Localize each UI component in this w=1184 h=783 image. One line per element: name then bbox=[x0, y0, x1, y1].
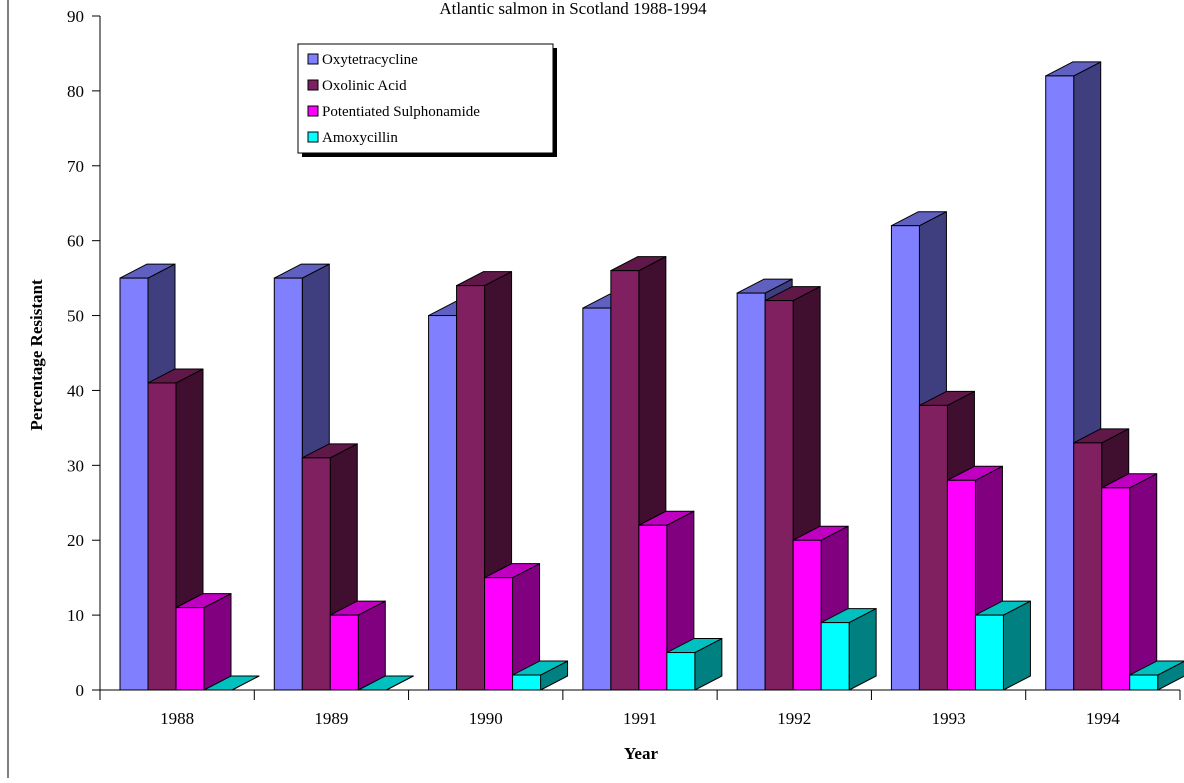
y-axis: 0 10 20 30 40 50 60 70 80 90 bbox=[67, 7, 101, 700]
bar-front-face bbox=[512, 674, 542, 691]
x-tick-label: 1990 bbox=[469, 709, 503, 728]
legend-label: Oxytetracycline bbox=[322, 52, 418, 68]
bar-front-face bbox=[175, 607, 205, 691]
legend-swatch bbox=[307, 79, 319, 91]
bar-1992-2 bbox=[792, 525, 849, 691]
x-axis-title: Year bbox=[624, 744, 658, 763]
y-tick-label: 90 bbox=[67, 7, 84, 26]
legend-swatch bbox=[307, 105, 319, 117]
bar-top-face bbox=[203, 675, 260, 691]
bar-1994-2 bbox=[1101, 473, 1158, 691]
bar-front-face bbox=[456, 285, 486, 691]
y-tick-label: 50 bbox=[67, 307, 84, 326]
bar-front-face bbox=[1101, 487, 1131, 691]
bar-front-face bbox=[736, 292, 766, 691]
bar-1994-3 bbox=[1129, 660, 1184, 691]
legend-label: Oxolinic Acid bbox=[322, 78, 407, 94]
y-tick-label: 80 bbox=[67, 82, 84, 101]
bar-front-face bbox=[610, 270, 640, 691]
bar-1991-3 bbox=[666, 638, 723, 691]
bar-front-face bbox=[582, 307, 612, 691]
y-tick-label: 70 bbox=[67, 157, 84, 176]
bar-1993-3 bbox=[974, 600, 1031, 691]
x-tick-label: 1994 bbox=[1086, 709, 1121, 728]
legend-swatch bbox=[307, 131, 319, 143]
bar-front-face bbox=[484, 577, 514, 691]
legend-label: Potentiated Sulphonamide bbox=[322, 104, 480, 120]
x-tick-label: 1993 bbox=[932, 709, 966, 728]
x-tick-label: 1988 bbox=[160, 709, 194, 728]
bar-1989-3 bbox=[357, 675, 414, 691]
bar-front-face bbox=[1045, 75, 1075, 691]
bar-front-face bbox=[428, 315, 458, 691]
bar-front-face bbox=[147, 382, 177, 691]
bar-front-face bbox=[764, 300, 794, 691]
bar-front-face bbox=[918, 404, 948, 691]
y-axis-title: Percentage Resistant bbox=[27, 279, 46, 431]
bar-1988-3 bbox=[203, 675, 260, 691]
y-tick-label: 0 bbox=[76, 681, 85, 700]
bar-side-face bbox=[357, 600, 386, 691]
bar-front-face bbox=[792, 539, 822, 691]
x-tick-label: 1989 bbox=[314, 709, 348, 728]
y-tick-label: 60 bbox=[67, 232, 84, 251]
x-tick-label: 1992 bbox=[777, 709, 811, 728]
bar-front-face bbox=[273, 277, 303, 691]
legend: Oxytetracycline Oxolinic Acid Potentiated … bbox=[297, 43, 557, 157]
bar-front-face bbox=[946, 479, 976, 691]
legend-box bbox=[297, 43, 554, 154]
bar-1992-3 bbox=[820, 608, 877, 691]
bar-front-face bbox=[119, 277, 149, 691]
bar-front-face bbox=[1073, 442, 1103, 691]
bar-front-face bbox=[890, 225, 920, 691]
y-tick-label: 40 bbox=[67, 381, 84, 400]
legend-label: Amoxycillin bbox=[322, 130, 398, 146]
chart-title: Atlantic salmon in Scotland 1988-1994 bbox=[439, 0, 707, 18]
y-tick-label: 30 bbox=[67, 456, 84, 475]
bar-side-face bbox=[1129, 473, 1158, 691]
x-tick-label: 1991 bbox=[623, 709, 657, 728]
bar-front-face bbox=[820, 622, 850, 691]
y-tick-label: 20 bbox=[67, 531, 84, 550]
bar-side-face bbox=[203, 593, 232, 691]
bar-1990-2 bbox=[484, 563, 541, 691]
bars bbox=[119, 61, 1184, 691]
bar-front-face bbox=[974, 614, 1004, 691]
y-tick-label: 10 bbox=[67, 606, 84, 625]
bar-front-face bbox=[638, 524, 668, 691]
legend-swatch bbox=[307, 53, 319, 65]
bar-1989-2 bbox=[329, 600, 386, 691]
bar-front-face bbox=[1129, 674, 1159, 691]
bar-1990-3 bbox=[512, 660, 569, 691]
bar-front-face bbox=[329, 614, 359, 691]
bar-1988-2 bbox=[175, 593, 232, 691]
bar-top-face bbox=[357, 675, 414, 691]
bar-side-face bbox=[1002, 600, 1031, 691]
bar-front-face bbox=[666, 652, 696, 691]
bar-front-face bbox=[301, 457, 331, 691]
